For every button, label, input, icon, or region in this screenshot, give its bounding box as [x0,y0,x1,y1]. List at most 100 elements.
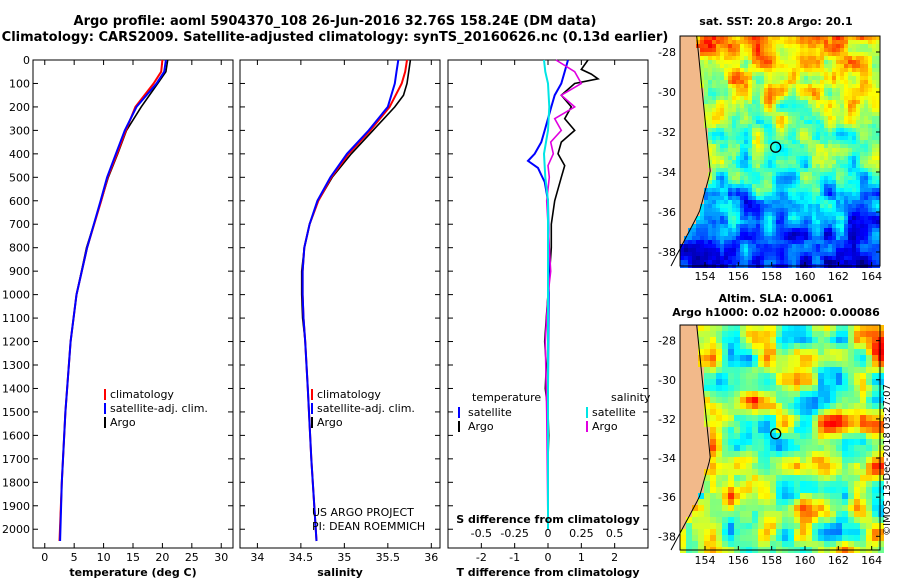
y-tick-label: 1800 [2,476,30,489]
map-cell [686,445,692,451]
map-cell [780,100,784,104]
map-cell [748,192,752,196]
s-tick-label: 0.5 [606,527,624,540]
map-cell [832,72,836,76]
map-cell [708,64,712,68]
map-cell [772,96,776,100]
map-cell [800,349,806,355]
map-cell [876,248,880,252]
map-cell [852,140,856,144]
map-cell [700,68,704,72]
map-cell [828,188,832,192]
map-cell [696,92,700,96]
chart-title-line1: Argo profile: aoml 5904370_108 26-Jun-20… [73,14,597,29]
map-cell [824,200,828,204]
map-cell [830,457,836,463]
map-cell [708,52,712,56]
map-cell [704,244,708,248]
map-cell [808,116,812,120]
map-cell [824,337,830,343]
map-cell [812,379,818,385]
map-cell [832,120,836,124]
map-cell [818,517,824,523]
map-cell [872,60,876,64]
map-cell [686,439,692,445]
map-cell [728,505,734,511]
map-cell [868,184,872,188]
map-cell [848,100,852,104]
map-cell [878,325,884,331]
map-cell [784,216,788,220]
map-cell [848,463,854,469]
map-cell [736,132,740,136]
map-cell [868,204,872,208]
map-cell [872,529,878,535]
map-cell [812,517,818,523]
map-cell [684,160,688,164]
map-cell [704,493,710,499]
map-cell [824,493,830,499]
map-cell [692,421,698,427]
map-cell [806,535,812,541]
map-cell [848,260,852,264]
map-cell [876,188,880,192]
map-cell [708,180,712,184]
map-cell [728,176,732,180]
map-cell [804,212,808,216]
map-cell [844,76,848,80]
series-line-s-satellite [542,59,551,530]
map-cell [728,148,732,152]
map-cell [780,60,784,64]
map-cell [784,164,788,168]
map-cell [794,349,800,355]
map-cell [700,152,704,156]
map-cell [720,96,724,100]
map-cell [708,224,712,228]
map-cell [734,481,740,487]
map-cell [800,240,804,244]
map-cell [832,252,836,256]
map-cell [836,152,840,156]
map-cell [844,92,848,96]
map-cell [860,40,864,44]
map-cell [864,144,868,148]
map-cell [704,116,708,120]
map-cell [768,48,772,52]
map-cell [772,260,776,264]
map-cell [686,325,692,331]
map-cell [800,379,806,385]
map-cell [776,439,782,445]
x-tick-label-temperature: 20 [155,551,169,564]
map-cell [816,80,820,84]
map-cell [748,68,752,72]
map-cell [830,439,836,445]
map-cell [876,216,880,220]
map-cell [806,475,812,481]
map-cell [824,529,830,535]
map-cell [788,108,792,112]
map-cell [684,80,688,84]
map-cell [768,236,772,240]
map-cell [716,172,720,176]
map-cell [860,140,864,144]
map-cell [848,256,852,260]
map-cell [856,228,860,232]
s-tick-label: -0.25 [500,527,528,540]
map-cell [710,463,716,469]
map-cell [782,331,788,337]
map-cell [854,415,860,421]
map-cell [864,180,868,184]
map-cell [788,208,792,212]
map-cell [692,541,698,547]
map-cell [708,184,712,188]
map-cell [806,427,812,433]
map-cell [808,216,812,220]
map-y-tick-label: -32 [658,413,676,426]
map-cell [776,511,782,517]
map-cell [840,56,844,60]
map-cell [808,96,812,100]
map-cell [800,244,804,248]
map-cell [828,96,832,100]
map-cell [684,136,688,140]
map-cell [836,108,840,112]
